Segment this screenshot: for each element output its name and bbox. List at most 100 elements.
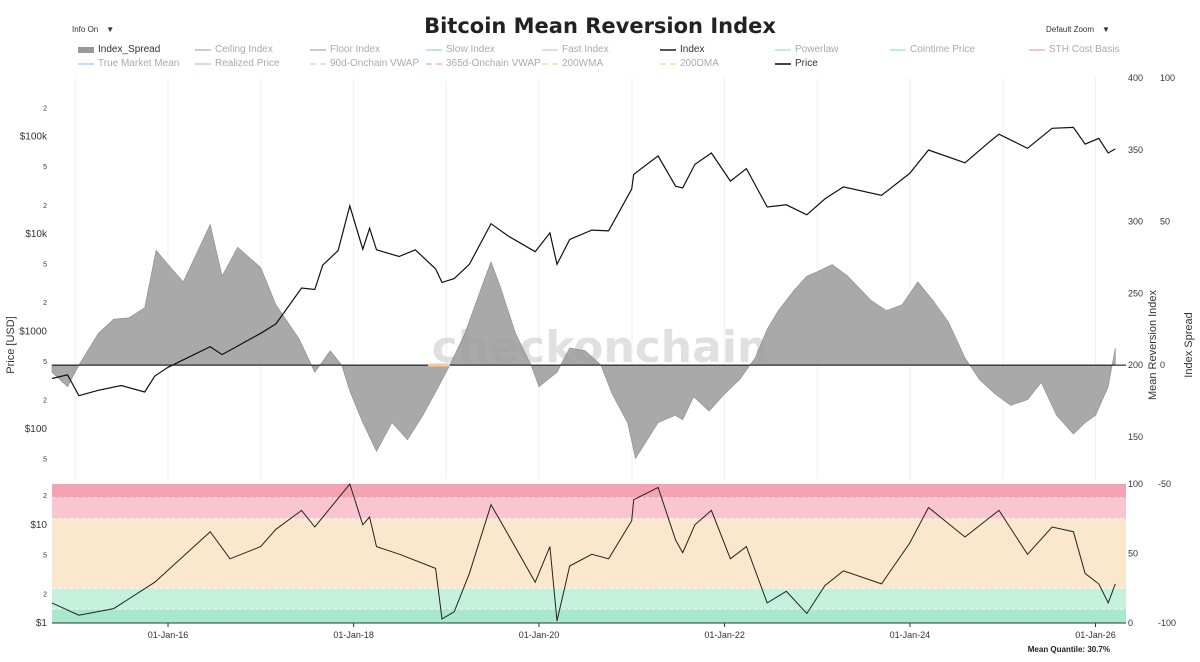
mri-tick-label: 400 (1128, 73, 1143, 83)
price-tick-label: 2 (43, 398, 47, 405)
spread-tick-label: 50 (1160, 217, 1170, 227)
legend-swatch-icon (78, 46, 94, 53)
legend-label: Slow Index (446, 44, 495, 55)
mri-tick-label: 300 (1128, 217, 1143, 227)
x-tick-label: 01-Jan-24 (890, 630, 931, 640)
price-tick-label: 5 (43, 261, 47, 268)
legend-label: Ceiling Index (215, 44, 273, 55)
price-tick-label: $1000 (19, 327, 47, 338)
legend-item[interactable]: Floor Index (310, 44, 380, 55)
legend-item[interactable]: True Market Mean (78, 58, 179, 69)
legend-item[interactable]: Ceiling Index (195, 44, 273, 55)
x-tick-label: 01-Jan-26 (1075, 630, 1116, 640)
price-tick-label: $10k (25, 229, 48, 240)
legend-label: Price (795, 58, 818, 69)
lower-right-tick-label: -100 (1158, 618, 1176, 628)
price-tick-label: 2 (43, 203, 47, 210)
legend-label: Floor Index (330, 44, 381, 55)
legend-swatch-icon (775, 62, 791, 65)
legend-swatch-icon (310, 48, 326, 51)
legend-item[interactable]: 90d-Onchain VWAP (310, 58, 419, 69)
quantile-tick-label: 0 (1128, 618, 1133, 628)
legend-item[interactable]: 200WMA (542, 58, 603, 69)
legend-label: 365d-Onchain VWAP (446, 58, 541, 69)
x-tick-label: 01-Jan-18 (333, 630, 374, 640)
quantile-tick-label: 100 (1128, 479, 1143, 489)
legend-swatch-icon (542, 48, 558, 51)
quantile-band (52, 588, 1126, 610)
legend-swatch-icon (775, 48, 791, 51)
legend-label: STH Cost Basis (1049, 44, 1120, 55)
mri-tick-label: 350 (1128, 145, 1143, 155)
legend-label: Realized Price (215, 58, 280, 69)
legend-label: 200DMA (680, 58, 719, 69)
legend-swatch-icon (195, 62, 211, 65)
legend-label: Powerlaw (795, 44, 839, 55)
legend-label: 90d-Onchain VWAP (330, 58, 420, 69)
price-tick-label: $100 (25, 424, 48, 435)
x-tick-label: 01-Jan-16 (148, 630, 189, 640)
legend-label: True Market Mean (98, 58, 180, 69)
chevron-down-icon: ▼ (1102, 24, 1110, 34)
mri-tick-label: 150 (1128, 432, 1143, 442)
legend-swatch-icon (426, 62, 442, 65)
lower-price-tick-label: 2 (43, 493, 47, 500)
price-tick-label: 2 (43, 105, 47, 112)
price-tick-label: $100k (20, 132, 48, 143)
legend-label: Fast Index (562, 44, 609, 55)
legend-item[interactable]: STH Cost Basis (1029, 44, 1120, 55)
quantile-band (52, 518, 1126, 589)
legend-swatch-icon (195, 48, 211, 51)
quantile-band (52, 609, 1126, 623)
legend-swatch-icon (78, 62, 94, 65)
legend-swatch-icon (542, 62, 558, 65)
legend-swatch-icon (660, 48, 676, 51)
legend-item[interactable]: Slow Index (426, 44, 495, 55)
legend-label: Cointime Price (910, 44, 976, 55)
lower-price-tick-label: $1 (36, 618, 48, 629)
index-spread-area (51, 223, 1116, 460)
spread-tick-label: 100 (1160, 73, 1175, 83)
legend-item[interactable]: Index (660, 44, 704, 55)
legend-item[interactable]: Realized Price (195, 58, 279, 69)
lower-price-tick-label: $10 (30, 520, 47, 531)
lower-price-tick-label: 2 (43, 591, 47, 598)
spread-tick-label: 0 (1160, 360, 1165, 370)
legend-item[interactable]: Cointime Price (890, 44, 975, 55)
quantile-tick-label: 50 (1128, 549, 1138, 559)
legend-item[interactable]: Fast Index (542, 44, 609, 55)
price-tick-label: 2 (43, 300, 47, 307)
price-line (51, 126, 1116, 397)
zoom-label: Default Zoom (1046, 24, 1095, 34)
legend-item[interactable]: 200DMA (660, 58, 719, 69)
legend-swatch-icon (1029, 48, 1045, 51)
legend-swatch-icon (310, 62, 326, 65)
price-tick-label: 5 (43, 164, 47, 171)
chart-title: Bitcoin Mean Reversion Index (424, 14, 776, 38)
lower-right-tick-label: -50 (1158, 479, 1171, 489)
right-axis-title-spread: Index Spread (1183, 312, 1195, 377)
legend-item[interactable]: 365d-Onchain VWAP (426, 58, 541, 69)
mri-tick-label: 200 (1128, 360, 1143, 370)
legend-swatch-icon (426, 48, 442, 51)
index-line (51, 482, 1116, 622)
info-toggle-label: Info On (72, 24, 99, 34)
legend-swatch-icon (660, 62, 676, 65)
legend-label: 200WMA (562, 58, 604, 69)
legend-label: Index (680, 44, 705, 55)
price-tick-label: 5 (43, 359, 47, 366)
legend-item[interactable]: Index_Spread (78, 44, 160, 55)
x-tick-label: 01-Jan-20 (519, 630, 560, 640)
legend-label: Index_Spread (98, 44, 161, 55)
legend-item[interactable]: Powerlaw (775, 44, 838, 55)
info-toggle-dropdown[interactable]: Info On ▼ (72, 20, 114, 38)
zoom-dropdown[interactable]: Default Zoom ▼ (1046, 20, 1110, 38)
legend-item[interactable]: Price (775, 58, 818, 69)
price-tick-label: 5 (43, 456, 47, 463)
mean-quantile-note: Mean Quantile: 30.7% (1027, 645, 1110, 654)
quantile-band (52, 484, 1126, 498)
left-axis-title: Price [USD] (5, 316, 17, 373)
lower-price-tick-label: 5 (43, 552, 47, 559)
mri-tick-label: 250 (1128, 288, 1143, 298)
